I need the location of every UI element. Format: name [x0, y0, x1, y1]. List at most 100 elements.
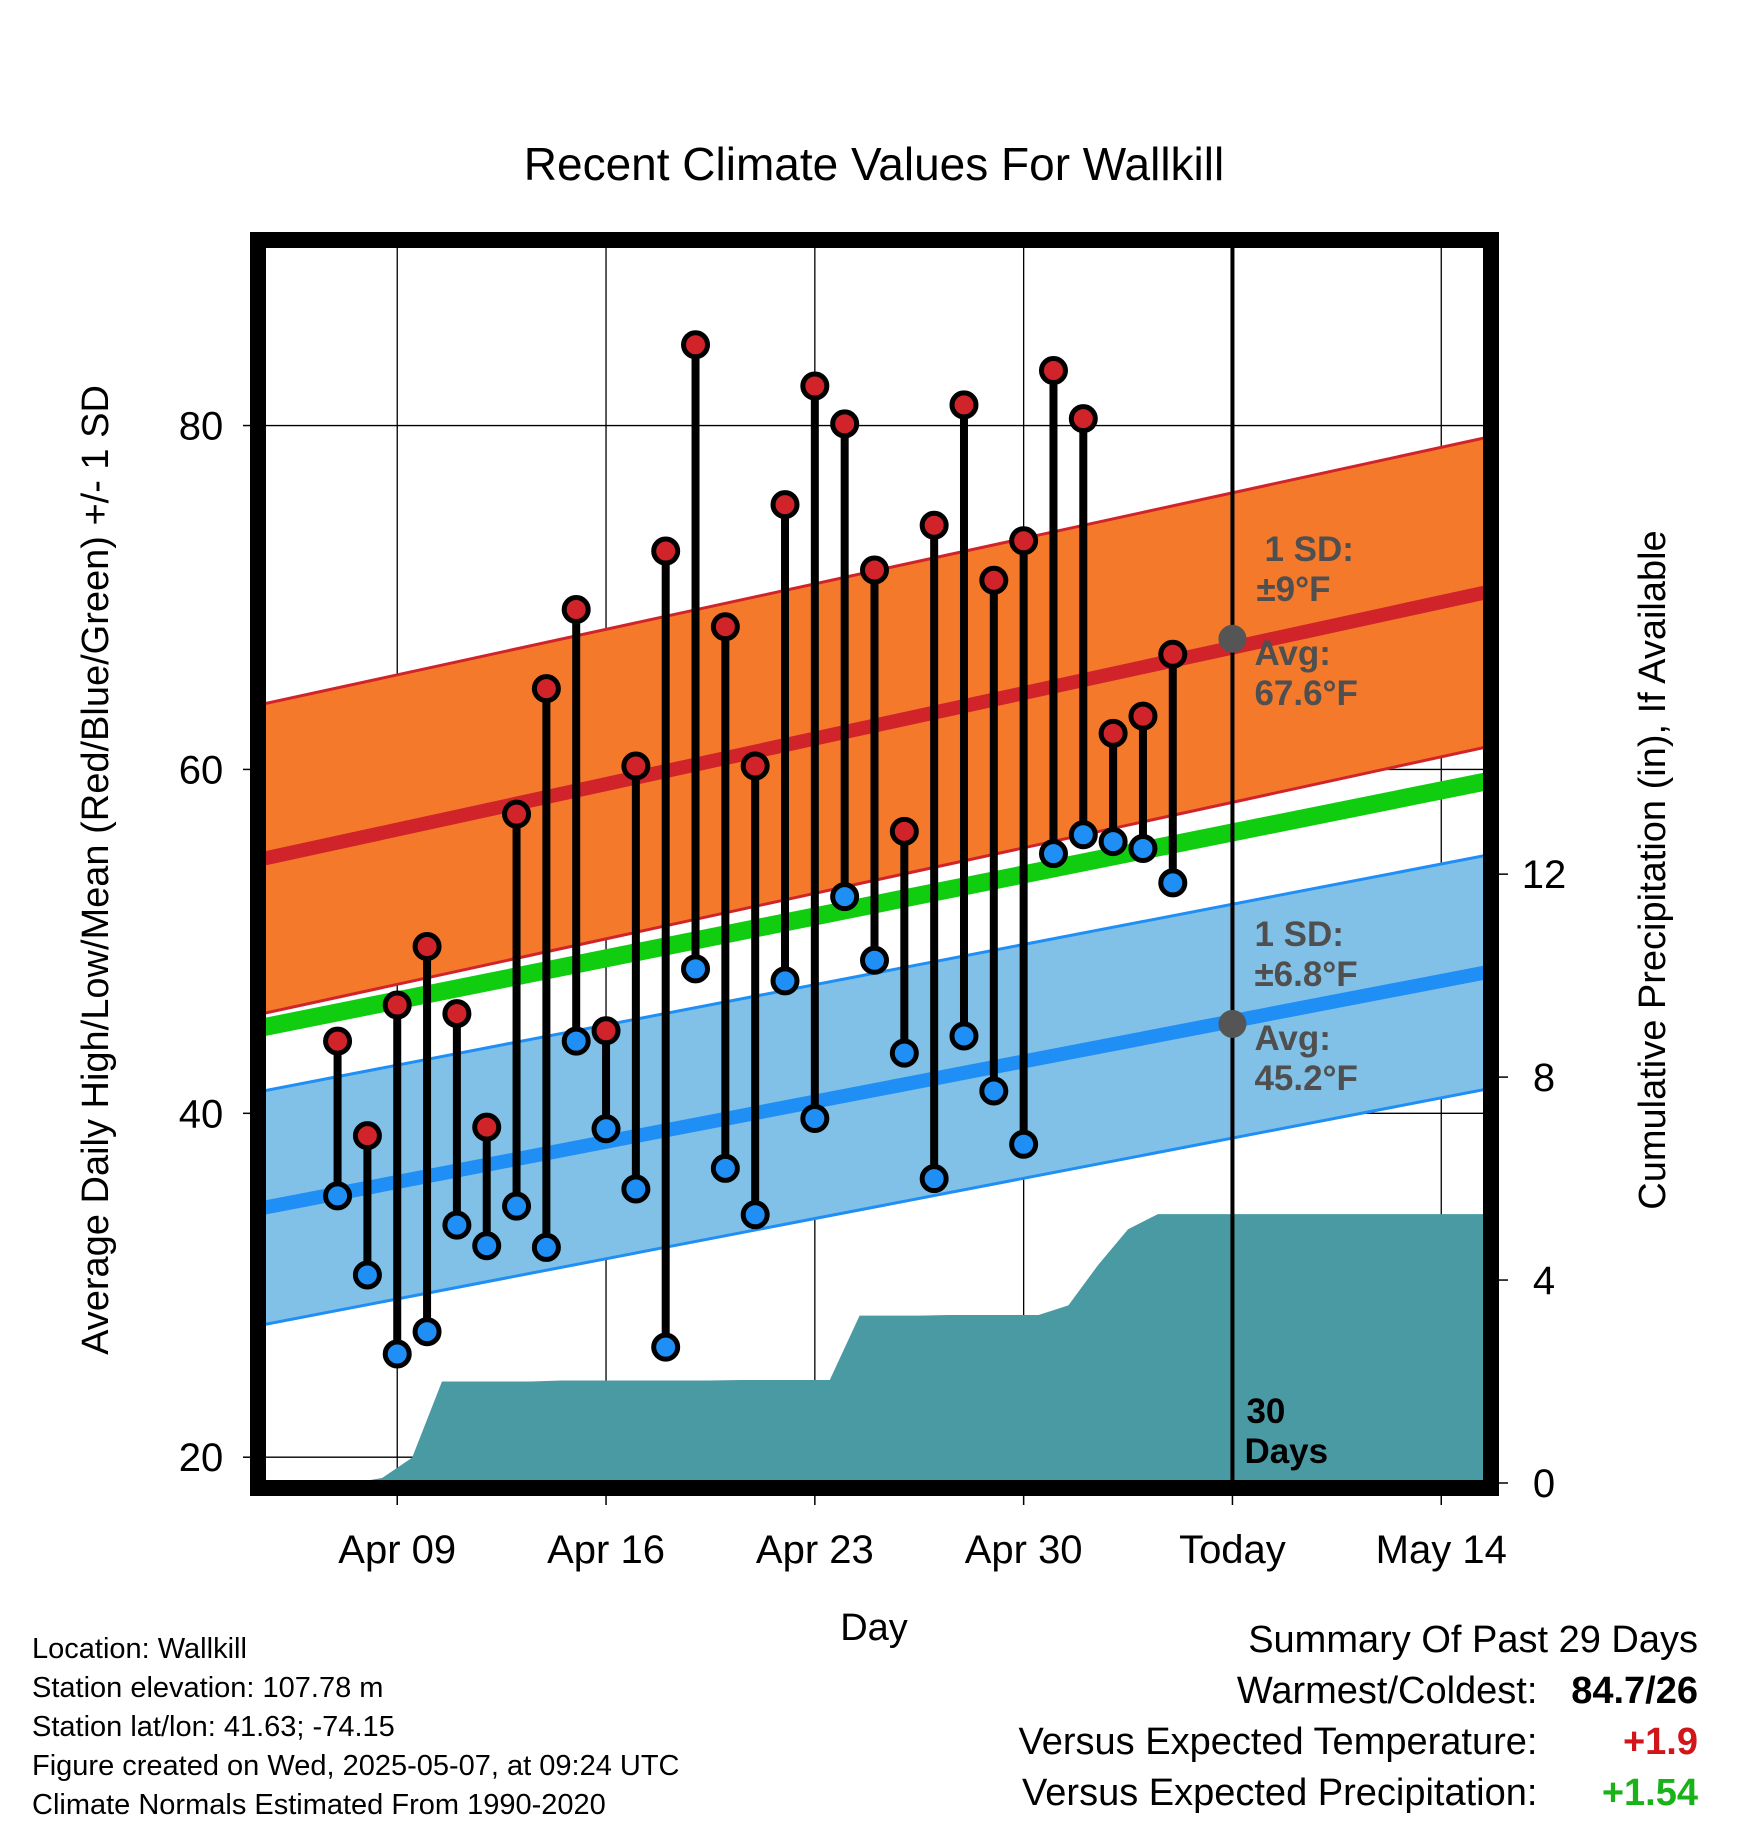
days-label-number: 30	[1246, 1392, 1285, 1431]
daily-high-point	[382, 990, 412, 1020]
summary-panel: Summary Of Past 29 Days Warmest/Coldest:…	[1019, 1615, 1698, 1819]
daily-low-point	[1038, 839, 1068, 869]
daily-high-point	[860, 555, 889, 585]
daily-low-point	[740, 1200, 770, 1230]
daily-high-point	[1038, 356, 1068, 386]
low-sd-value: ±6.8°F	[1254, 955, 1357, 994]
precip-anomaly-label: Versus Expected Precipitation:	[1022, 1772, 1538, 1814]
daily-high-point	[979, 565, 1009, 595]
precip-anomaly-value: +1.54	[1601, 1772, 1698, 1814]
warmest-label: Warmest/Coldest:	[1236, 1670, 1538, 1712]
daily-low-point	[681, 954, 711, 984]
y-tick-label: 60	[179, 748, 224, 792]
summary-precip-row: Versus Expected Precipitation: +1.54	[1019, 1768, 1698, 1819]
y-tick-label: 40	[179, 1092, 224, 1136]
daily-high-point	[472, 1112, 502, 1142]
daily-high-point	[591, 1016, 621, 1046]
y2-tick-label: 12	[1522, 853, 1567, 897]
daily-high-point	[889, 816, 919, 846]
avg-high-marker	[1218, 624, 1247, 653]
station-info: Location: Wallkill Station elevation: 10…	[32, 1630, 680, 1825]
daily-low-point	[621, 1174, 651, 1204]
daily-low-point	[502, 1191, 532, 1221]
daily-low-point	[382, 1339, 412, 1369]
low-avg-value: 45.2°F	[1254, 1059, 1358, 1098]
plot-frame	[250, 232, 1499, 1496]
daily-high-point	[621, 751, 651, 781]
daily-high-point	[561, 595, 591, 625]
daily-high-point	[1068, 404, 1098, 434]
low-sd-label: 1 SD:	[1254, 915, 1343, 954]
daily-low-point	[591, 1114, 621, 1144]
summary-title: Summary Of Past 29 Days	[1248, 1619, 1698, 1661]
warmest-value: 84.7/26	[1571, 1670, 1698, 1712]
x-tick-label: May 14	[1376, 1528, 1507, 1572]
daily-high-point	[800, 371, 830, 401]
latlon-text: Station lat/lon: 41.63; -74.15	[32, 1711, 395, 1743]
y2-tick-label: 4	[1533, 1259, 1555, 1303]
chart-title: Recent Climate Values For Wallkill	[524, 138, 1224, 190]
created-text: Figure created on Wed, 2025-05-07, at 09…	[32, 1750, 680, 1782]
high-avg-value: 67.6°F	[1254, 674, 1358, 713]
y-axis-label: Average Daily High/Low/Mean (Red/Blue/Gr…	[75, 385, 117, 1355]
daily-low-point	[472, 1231, 502, 1261]
high-sd-label: 1 SD:	[1264, 530, 1353, 569]
daily-high-point	[740, 751, 770, 781]
y-tick-label: 80	[179, 405, 224, 449]
x-tick-label: Today	[1179, 1528, 1286, 1572]
y-tick-label: 20	[179, 1436, 224, 1480]
daily-low-point	[561, 1026, 591, 1056]
daily-high-point	[919, 510, 949, 540]
low-avg-label: Avg:	[1254, 1019, 1330, 1058]
daily-low-point	[651, 1332, 681, 1362]
daily-low-point	[531, 1232, 561, 1262]
daily-low-point	[770, 966, 800, 996]
y2-tick-label: 8	[1533, 1056, 1555, 1100]
daily-high-point	[1009, 526, 1039, 556]
daily-high-point	[830, 409, 860, 439]
daily-low-point	[442, 1210, 472, 1240]
y2-axis-label: Cumulative Precipitation (in), If Availa…	[1632, 530, 1674, 1209]
daily-high-point	[1098, 718, 1128, 748]
daily-high-point	[442, 999, 472, 1029]
daily-low-point	[710, 1153, 740, 1183]
daily-high-point	[1158, 639, 1188, 669]
temp-anomaly-label: Versus Expected Temperature:	[1018, 1721, 1538, 1763]
daily-high-point	[949, 390, 979, 420]
daily-low-point	[949, 1021, 979, 1051]
daily-low-point	[412, 1317, 442, 1347]
x-tick-label: Apr 30	[965, 1528, 1083, 1572]
daily-high-point	[352, 1121, 382, 1151]
daily-low-point	[919, 1164, 949, 1194]
daily-high-point	[681, 330, 711, 360]
daily-high-point	[531, 674, 561, 704]
elevation-text: Station elevation: 107.78 m	[32, 1672, 384, 1704]
normal-low-band-lower-edge	[263, 1087, 1486, 1327]
temp-anomaly-value: +1.9	[1622, 1721, 1698, 1763]
daily-high-point	[323, 1026, 353, 1056]
summary-temp-row: Versus Expected Temperature: +1.9	[1019, 1717, 1698, 1768]
x-tick-label: Apr 16	[547, 1528, 665, 1572]
y2-tick-label: 0	[1533, 1462, 1555, 1506]
daily-low-point	[889, 1038, 919, 1068]
days-label-word: Days	[1244, 1432, 1328, 1471]
daily-low-point	[323, 1181, 353, 1211]
daily-low-point	[1009, 1129, 1039, 1159]
daily-low-point	[1128, 834, 1158, 864]
daily-high-point	[770, 490, 800, 520]
daily-low-point	[352, 1260, 382, 1290]
high-avg-label: Avg:	[1254, 634, 1330, 673]
daily-high-point	[412, 932, 442, 962]
location-text: Location: Wallkill	[32, 1633, 247, 1665]
high-sd-value: ±9°F	[1256, 570, 1330, 609]
daily-low-point	[800, 1103, 830, 1133]
daily-low-point	[860, 945, 889, 975]
daily-high-point	[1128, 701, 1158, 731]
daily-low-point	[1068, 820, 1098, 850]
daily-low-point	[1158, 868, 1188, 898]
daily-low-point	[830, 882, 860, 912]
x-tick-label: Apr 23	[756, 1528, 874, 1572]
x-tick-label: Apr 09	[338, 1528, 456, 1572]
daily-low-point	[1098, 827, 1128, 857]
